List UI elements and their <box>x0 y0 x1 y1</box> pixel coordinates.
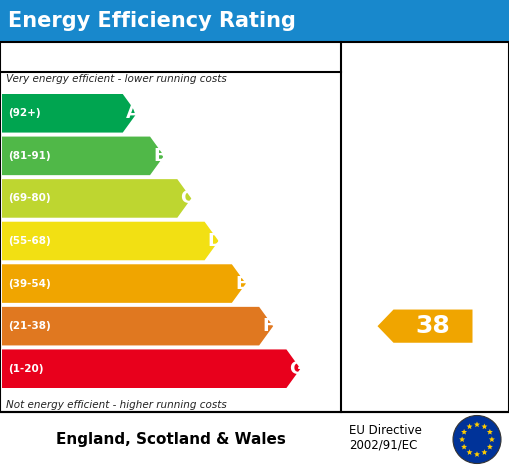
Text: England, Scotland & Wales: England, Scotland & Wales <box>55 432 286 447</box>
Text: C: C <box>181 190 194 207</box>
Text: E: E <box>236 275 248 292</box>
Text: Energy Efficiency Rating: Energy Efficiency Rating <box>8 11 296 31</box>
Polygon shape <box>2 94 137 133</box>
Polygon shape <box>2 307 273 346</box>
Text: (21-38): (21-38) <box>8 321 51 331</box>
Polygon shape <box>467 424 472 429</box>
Text: F: F <box>263 317 275 335</box>
Polygon shape <box>487 429 493 435</box>
Polygon shape <box>467 449 472 455</box>
Polygon shape <box>459 436 465 442</box>
Polygon shape <box>489 436 495 442</box>
Text: (81-91): (81-91) <box>8 151 50 161</box>
Text: EU Directive
2002/91/EC: EU Directive 2002/91/EC <box>349 424 422 452</box>
Text: A: A <box>126 104 139 122</box>
Polygon shape <box>482 449 488 455</box>
Polygon shape <box>2 222 218 260</box>
Text: 38: 38 <box>416 314 450 338</box>
Polygon shape <box>2 349 300 388</box>
Bar <box>0 0 509 42</box>
Polygon shape <box>487 444 493 449</box>
Polygon shape <box>482 424 488 429</box>
Text: (1-20): (1-20) <box>8 364 43 374</box>
Polygon shape <box>461 429 467 435</box>
Text: Not energy efficient - higher running costs: Not energy efficient - higher running co… <box>6 400 227 410</box>
Circle shape <box>453 416 501 464</box>
Bar <box>0 42 509 412</box>
Text: D: D <box>207 232 222 250</box>
Polygon shape <box>461 444 467 449</box>
Polygon shape <box>2 264 246 303</box>
Polygon shape <box>2 179 191 218</box>
Polygon shape <box>2 136 164 175</box>
Polygon shape <box>474 451 480 457</box>
Text: Very energy efficient - lower running costs: Very energy efficient - lower running co… <box>6 74 227 84</box>
Text: (55-68): (55-68) <box>8 236 51 246</box>
Text: (39-54): (39-54) <box>8 279 51 289</box>
Text: G: G <box>289 360 304 378</box>
Polygon shape <box>378 310 472 343</box>
Polygon shape <box>474 422 480 427</box>
Text: (92+): (92+) <box>8 108 41 118</box>
Text: B: B <box>153 147 166 165</box>
Text: (69-80): (69-80) <box>8 193 50 204</box>
